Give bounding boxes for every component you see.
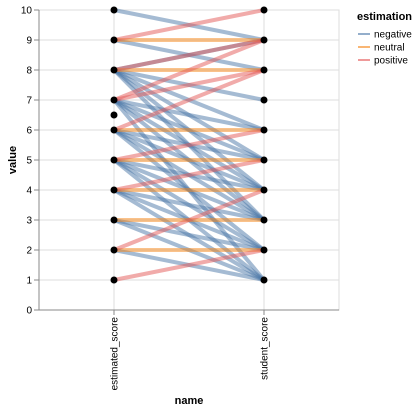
- y-tick-label: 3: [26, 216, 32, 227]
- legend: estimation negative neutral positive: [357, 11, 412, 67]
- data-point: [260, 6, 268, 14]
- positive-line: [113, 68, 265, 102]
- x-axis: estimated_score student_score: [39, 309, 339, 391]
- legend-label-positive: positive: [374, 56, 408, 67]
- y-tick-label: 2: [26, 246, 32, 257]
- y-tick-label: 1: [26, 276, 32, 287]
- data-point: [110, 6, 118, 14]
- y-tick-label: 7: [26, 96, 32, 107]
- data-point: [260, 126, 268, 134]
- series-lines: [112, 8, 266, 282]
- positive-line: [113, 188, 265, 252]
- data-point: [260, 216, 268, 224]
- y-tick-label: 6: [26, 126, 32, 137]
- y-tick-label: 0: [26, 306, 32, 317]
- data-point: [110, 276, 118, 284]
- x-axis-title: name: [175, 395, 204, 407]
- negative-line: [113, 218, 265, 252]
- x-tick-label: estimated_score: [110, 317, 121, 391]
- data-point: [110, 186, 118, 194]
- positive-line: [113, 248, 265, 282]
- data-point: [260, 36, 268, 44]
- data-point: [110, 216, 118, 224]
- y-tick-label: 8: [26, 66, 32, 77]
- y-tick-label: 9: [26, 36, 32, 47]
- negative-line: [113, 98, 265, 132]
- data-point: [260, 156, 268, 164]
- legend-label-negative: negative: [374, 30, 412, 41]
- data-point: [110, 36, 118, 44]
- positive-line: [113, 38, 265, 72]
- data-point: [110, 126, 118, 134]
- data-point: [110, 246, 118, 254]
- data-point: [260, 246, 268, 254]
- positive-line: [113, 8, 265, 42]
- x-tick-label: student_score: [260, 317, 271, 380]
- data-point: [110, 66, 118, 74]
- y-tick-label: 4: [26, 186, 32, 197]
- data-point: [260, 276, 268, 284]
- data-points: [110, 6, 268, 284]
- data-point: [260, 66, 268, 74]
- y-tick-label: 10: [21, 6, 33, 17]
- data-point: [110, 111, 118, 119]
- negative-line: [113, 188, 265, 222]
- data-point: [110, 156, 118, 164]
- legend-title: estimation: [357, 11, 412, 23]
- positive-line: [113, 158, 265, 192]
- data-point: [110, 96, 118, 104]
- y-axis-title: value: [7, 146, 19, 174]
- data-point: [260, 96, 268, 104]
- data-point: [260, 186, 268, 194]
- y-axis: 0 1 2 3 4 5 6 7 8 9 10: [21, 6, 40, 317]
- legend-label-neutral: neutral: [374, 43, 405, 54]
- positive-line: [113, 38, 265, 102]
- y-tick-label: 5: [26, 156, 32, 167]
- positive-line: [113, 128, 265, 162]
- positive-line: [113, 68, 265, 132]
